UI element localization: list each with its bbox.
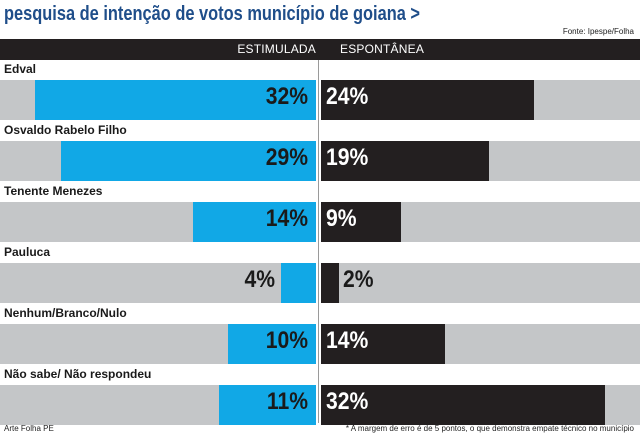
category-label: Não sabe/ Não respondeu [4,367,152,381]
chart-row: Não sabe/ Não respondeu 11% 32% [0,365,640,426]
bar-estimulada [35,80,316,120]
bar-espontanea [321,324,446,364]
category-label: Pauluca [4,245,51,259]
series-header-estimulada: ESTIMULADA [237,42,316,56]
center-divider [318,60,319,423]
source-label: Fonte: Ipespe/Folha [562,27,634,36]
bar-estimulada [228,324,316,364]
category-label: Osvaldo Rabelo Filho [4,123,127,137]
value-label-estimulada: 14% [265,205,308,232]
value-label-espontanea: 9% [326,205,357,232]
bar-espontanea [321,80,534,120]
bar-estimulada [280,263,316,303]
bar-espontanea [321,263,339,303]
category-label: Edval [4,62,37,76]
chart-row: Osvaldo Rabelo Filho 29% 19% [0,121,640,182]
bar-espontanea [321,141,490,181]
category-label: Tenente Menezes [4,184,103,198]
column-header: ESTIMULADA ESPONTÂNEA [0,39,640,60]
series-header-espontanea: ESPONTÂNEA [340,42,425,56]
track-estimulada [0,263,316,303]
value-label-estimulada: 29% [265,144,308,171]
chart-row: Pauluca 4% 2% [0,243,640,304]
value-label-estimulada: 4% [244,266,275,293]
title-bar: pesquisa de intenção de votos município … [0,0,640,36]
credit-label: Arte Folha PE [4,424,54,433]
value-label-estimulada: 11% [266,388,308,415]
chart-row: Tenente Menezes 14% 9% [0,182,640,243]
bar-estimulada [219,385,316,425]
footnote: * A margem de erro é de 5 pontos, o que … [345,424,634,433]
chart-title: pesquisa de intenção de votos município … [4,3,421,25]
value-label-espontanea: 14% [326,327,369,354]
bar-estimulada [193,202,316,242]
category-label: Nenhum/Branco/Nulo [4,306,127,320]
bar-estimulada [61,141,316,181]
bar-espontanea [321,385,605,425]
value-label-espontanea: 32% [326,388,369,415]
chart-row: Edval 32% 24% [0,60,640,121]
chart-row: Nenhum/Branco/Nulo 10% 14% [0,304,640,365]
bar-espontanea [321,202,401,242]
value-label-espontanea: 19% [326,144,369,171]
value-label-estimulada: 32% [265,83,308,110]
value-label-espontanea: 24% [326,83,369,110]
value-label-estimulada: 10% [265,327,308,354]
track-espontanea [321,263,640,303]
value-label-espontanea: 2% [342,266,374,293]
